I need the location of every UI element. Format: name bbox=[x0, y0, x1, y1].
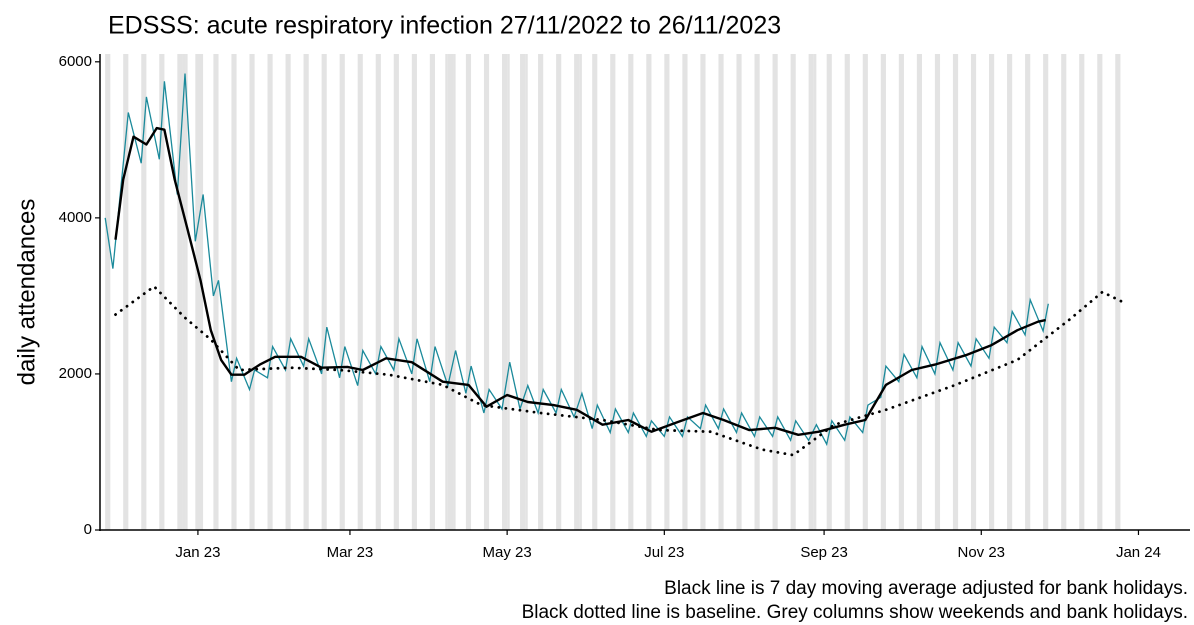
weekend-column bbox=[447, 54, 454, 530]
weekend-column bbox=[989, 54, 995, 530]
x-tick-label: Jan 24 bbox=[1116, 544, 1161, 561]
bank-holiday-column bbox=[445, 54, 448, 530]
weekend-column bbox=[1079, 54, 1085, 530]
weekend-column bbox=[1061, 54, 1067, 530]
weekend-column bbox=[285, 54, 291, 530]
weekend-column bbox=[303, 54, 309, 530]
weekend-column bbox=[231, 54, 237, 530]
weekend-column bbox=[898, 54, 904, 530]
bank-holiday-column bbox=[525, 54, 528, 530]
weekend-column bbox=[664, 54, 670, 530]
bank-holiday-column bbox=[453, 54, 456, 530]
weekend-column bbox=[718, 54, 724, 530]
chart-title: EDSSS: acute respiratory infection 27/11… bbox=[108, 12, 781, 40]
weekend-column bbox=[105, 54, 111, 530]
x-tick-label: Jul 23 bbox=[644, 544, 684, 561]
weekend-column bbox=[195, 54, 201, 530]
weekend-column bbox=[538, 54, 544, 530]
weekend-column bbox=[736, 54, 742, 530]
weekend-column bbox=[520, 54, 526, 530]
weekend-column bbox=[844, 54, 850, 530]
caption: Black dotted line is baseline. Grey colu… bbox=[522, 602, 1188, 623]
weekend-column bbox=[952, 54, 959, 530]
weekend-column bbox=[393, 54, 399, 530]
weekend-column bbox=[465, 54, 472, 530]
weekend-column bbox=[1097, 54, 1103, 530]
weekend-column bbox=[141, 54, 147, 530]
weekend-column bbox=[123, 54, 129, 530]
weekend-column bbox=[357, 54, 363, 530]
weekend-column bbox=[592, 54, 598, 530]
x-tick-label: Sep 23 bbox=[800, 544, 848, 561]
weekend-column bbox=[1115, 54, 1121, 530]
weekend-column bbox=[556, 54, 562, 530]
weekend-column bbox=[610, 54, 616, 530]
weekend-column bbox=[754, 54, 760, 530]
y-tick-label: 2000 bbox=[59, 365, 92, 382]
weekend-column bbox=[880, 54, 886, 530]
series-line bbox=[104, 73, 1049, 447]
weekend-column bbox=[339, 54, 345, 530]
bank-holiday-column bbox=[182, 54, 186, 530]
weekend-column bbox=[772, 54, 778, 530]
y-tick-label: 4000 bbox=[59, 209, 92, 226]
bank-holiday-column bbox=[579, 54, 582, 530]
weekend-column bbox=[862, 54, 868, 530]
y-axis-label: daily attendances bbox=[13, 199, 40, 386]
weekend-column bbox=[411, 54, 417, 530]
weekend-column bbox=[682, 54, 688, 530]
weekend-column bbox=[177, 54, 183, 530]
x-tick-label: Mar 23 bbox=[327, 544, 374, 561]
weekend-column bbox=[808, 54, 814, 530]
weekend-column bbox=[826, 54, 832, 530]
weekend-column bbox=[970, 54, 977, 530]
weekend-column bbox=[1043, 54, 1049, 530]
weekend-column bbox=[249, 54, 255, 530]
weekend-column bbox=[646, 54, 652, 530]
bank-holiday-column bbox=[507, 54, 510, 530]
x-tick-label: Jan 23 bbox=[175, 544, 220, 561]
weekend-column bbox=[159, 54, 165, 530]
weekend-column bbox=[1007, 54, 1013, 530]
weekend-column bbox=[375, 54, 381, 530]
x-tick-label: Nov 23 bbox=[958, 544, 1006, 561]
weekend-column bbox=[574, 54, 580, 530]
weekend-column bbox=[483, 54, 490, 530]
weekend-column bbox=[790, 54, 796, 530]
y-tick-label: 0 bbox=[84, 521, 92, 538]
y-tick-label: 6000 bbox=[59, 53, 92, 70]
weekend-column bbox=[501, 54, 508, 530]
weekend-column bbox=[429, 54, 435, 530]
weekend-column bbox=[321, 54, 327, 530]
weekend-column bbox=[628, 54, 634, 530]
weekend-column bbox=[934, 54, 941, 530]
weekend-column bbox=[1025, 54, 1031, 530]
caption: Black line is 7 day moving average adjus… bbox=[664, 578, 1188, 599]
bank-holiday-column bbox=[185, 54, 188, 530]
weekend-column bbox=[267, 54, 273, 530]
series-line bbox=[114, 126, 1046, 436]
weekend-column bbox=[916, 54, 923, 530]
weekend-column bbox=[213, 54, 219, 530]
bank-holiday-column bbox=[813, 54, 817, 530]
weekend-column bbox=[700, 54, 706, 530]
x-tick-label: May 23 bbox=[483, 544, 532, 561]
